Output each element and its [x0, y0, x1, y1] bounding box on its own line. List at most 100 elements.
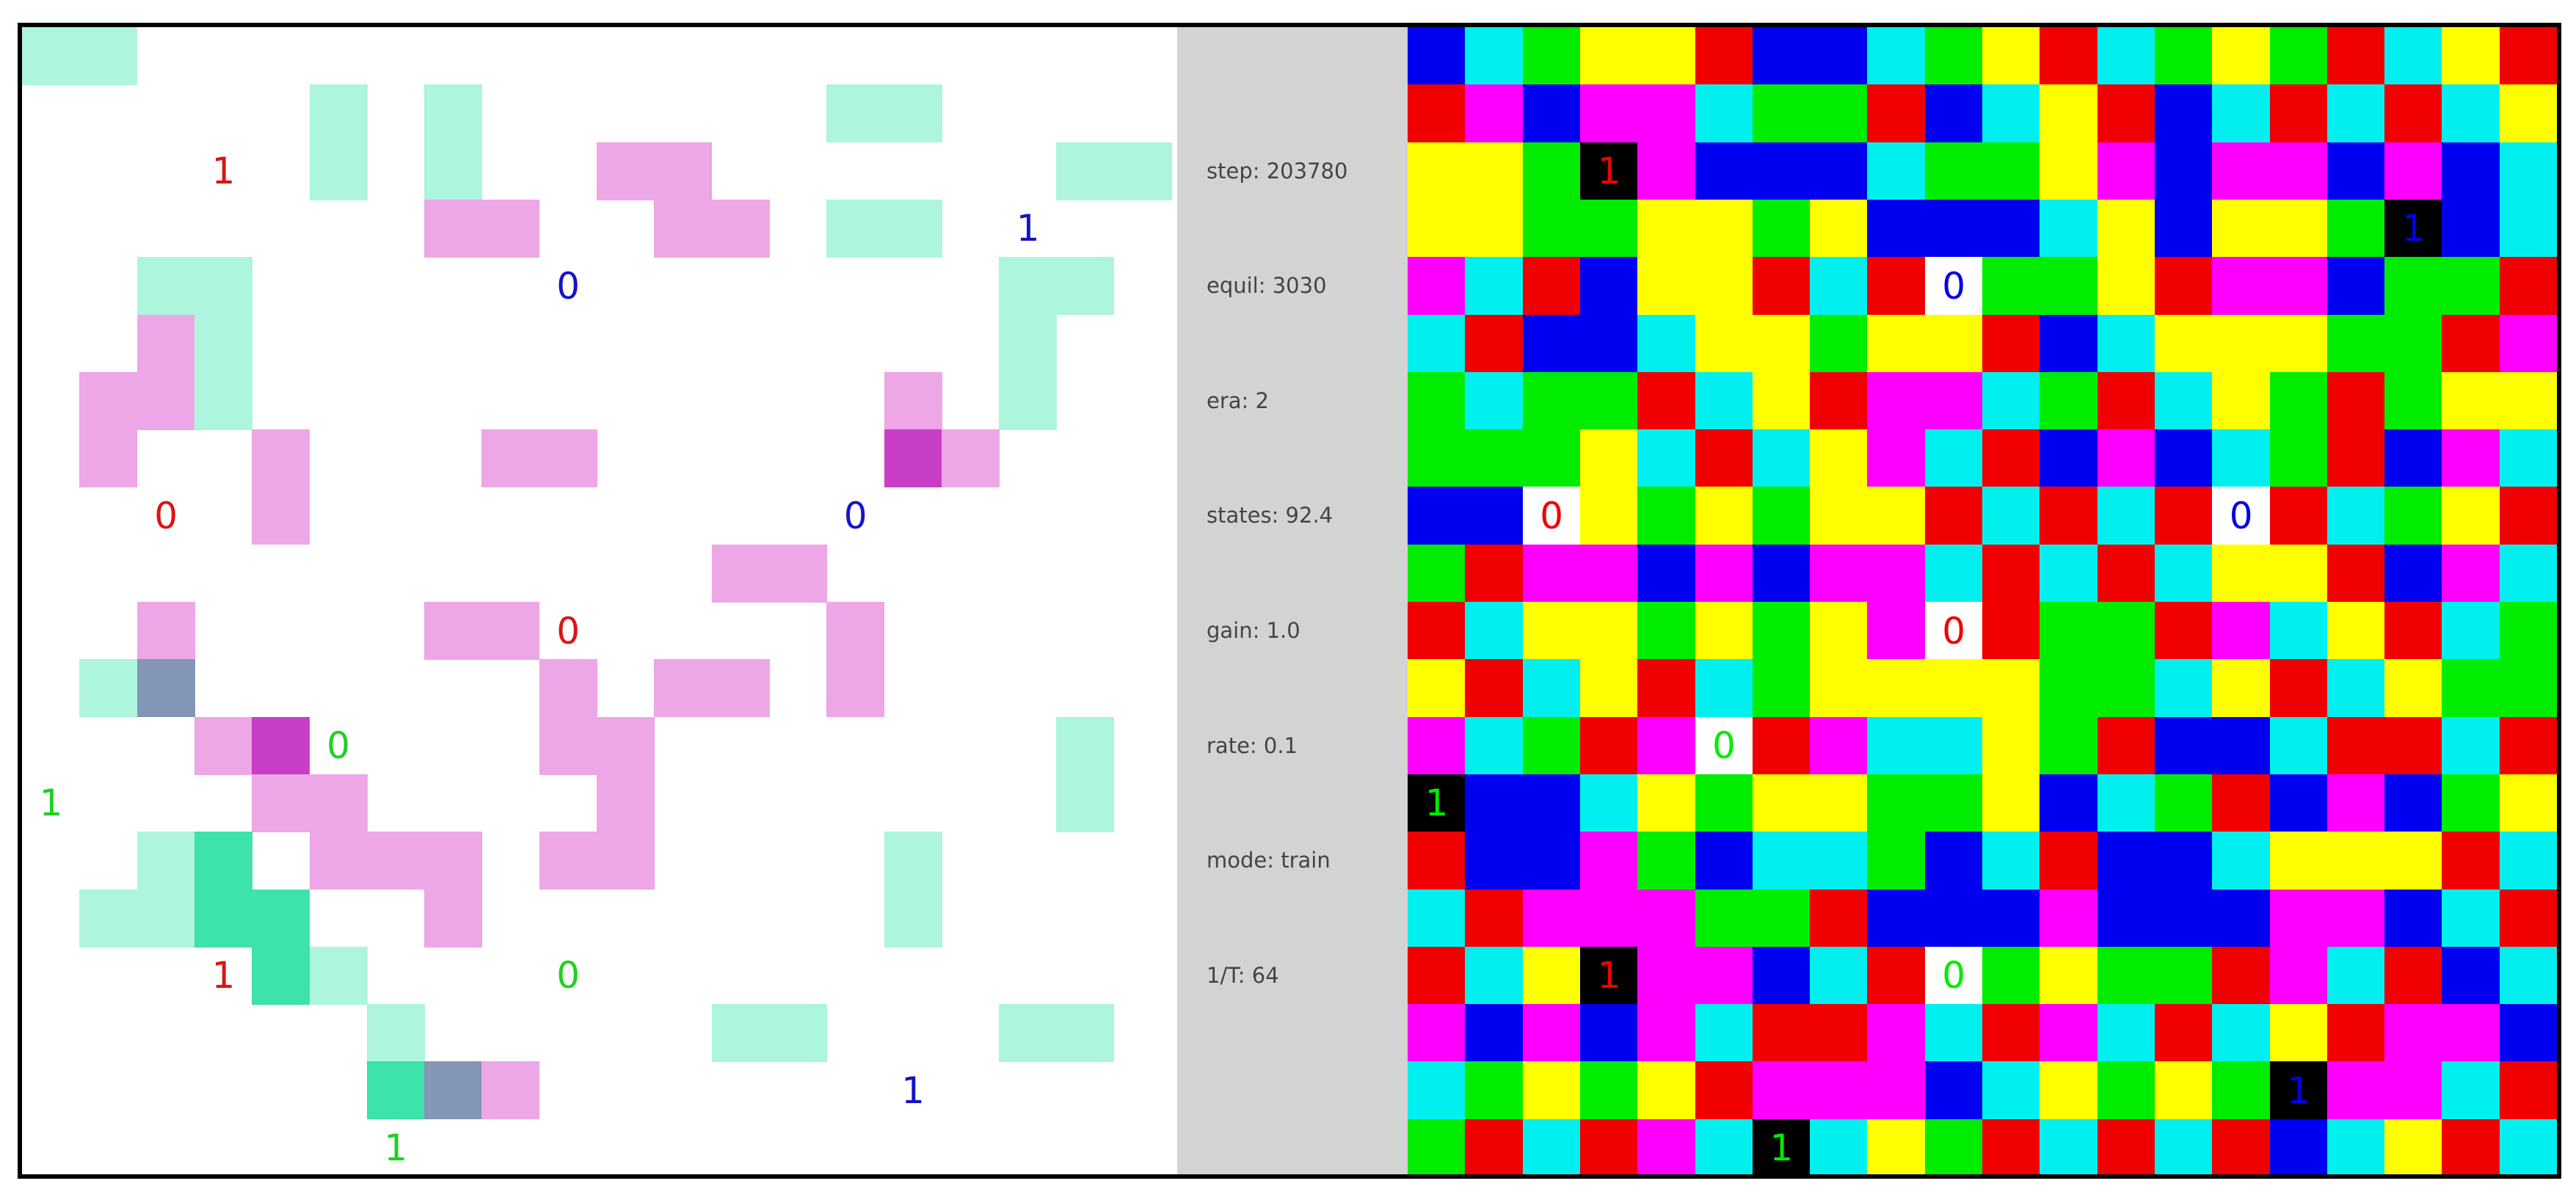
- state-cell: [1924, 487, 1983, 545]
- activity-cell: [424, 199, 483, 258]
- activity-cell: [999, 314, 1058, 373]
- state-cell: [2384, 716, 2443, 775]
- state-cell: [1982, 199, 2040, 258]
- state-cell: [1579, 716, 1638, 775]
- state-cell: [1982, 774, 2040, 832]
- activity-cell: [481, 602, 540, 660]
- state-cell: [1465, 429, 1524, 488]
- state-cell: [1924, 659, 1983, 718]
- state-cell: [2326, 84, 2385, 143]
- state-cell: [1465, 544, 1524, 603]
- state-cell: [2154, 84, 2213, 143]
- state-cell: [1637, 1119, 1696, 1174]
- state-cell: [1752, 889, 1811, 948]
- state-cell: [1579, 659, 1638, 718]
- state-cell: [2212, 27, 2271, 85]
- state-cell: [1810, 1119, 1869, 1174]
- state-cell: [2442, 832, 2500, 890]
- state-cell: [1408, 946, 1466, 1005]
- state-cell: [2040, 1119, 2098, 1174]
- state-cell: [2097, 832, 2155, 890]
- state-cell: [2154, 487, 2213, 545]
- state-cell: [2384, 544, 2443, 603]
- state-cell: [1867, 314, 1926, 373]
- state-cell: [2499, 27, 2557, 85]
- activity-marker-label: 1: [384, 1127, 408, 1170]
- state-cell: [2097, 889, 2155, 948]
- state-cell: [1522, 314, 1581, 373]
- state-cell: [1752, 199, 1811, 258]
- activity-cell: [1056, 1004, 1115, 1063]
- activity-cell: [424, 1061, 483, 1120]
- state-cell: [1579, 142, 1638, 200]
- state-cell: [1695, 84, 1753, 143]
- stat-label: era: 2: [1207, 388, 1269, 413]
- state-cell: [1924, 1119, 1983, 1174]
- state-cell: [2384, 832, 2443, 890]
- state-cell: [2212, 774, 2271, 832]
- state-grid-panel: 1 1 0 0 0 0 0 1 1 0 1 1: [1408, 27, 2557, 1174]
- state-cell: [1579, 544, 1638, 603]
- state-cell: [2384, 1061, 2443, 1120]
- state-cell: [1982, 487, 2040, 545]
- state-cell: [1465, 27, 1524, 85]
- state-cell: [1924, 602, 1983, 660]
- state-cell: [2384, 27, 2443, 85]
- state-cell: [2326, 1119, 2385, 1174]
- state-cell: [2097, 1119, 2155, 1174]
- state-cell: [1752, 774, 1811, 832]
- state-cell: [2326, 1061, 2385, 1120]
- state-cell: [2154, 544, 2213, 603]
- state-cell: [1408, 199, 1466, 258]
- activity-cell: [194, 257, 252, 316]
- state-cell: [2326, 27, 2385, 85]
- state-cell: [2097, 716, 2155, 775]
- state-cell: [1637, 889, 1696, 948]
- state-cell: [2384, 84, 2443, 143]
- state-cell: [1695, 659, 1753, 718]
- state-cell: [1637, 832, 1696, 890]
- state-cell: [2499, 659, 2557, 718]
- state-cell: [1408, 659, 1466, 718]
- state-cell: [1637, 1061, 1696, 1120]
- state-cell: [2040, 371, 2098, 430]
- state-cell: [1982, 371, 2040, 430]
- state-cell: [1867, 257, 1926, 316]
- state-cell: [1695, 487, 1753, 545]
- state-cell: [1579, 774, 1638, 832]
- activity-cell: [309, 832, 368, 890]
- state-cell: [2326, 946, 2385, 1005]
- state-cell: [2212, 487, 2271, 545]
- activity-cell: [366, 1004, 425, 1063]
- state-cell: [1924, 142, 1983, 200]
- state-cell: [2326, 544, 2385, 603]
- activity-cell: [1056, 142, 1115, 200]
- state-cell: [1465, 142, 1524, 200]
- activity-cell: [252, 946, 310, 1005]
- state-cell: [2269, 1004, 2328, 1063]
- activity-cell: [941, 429, 1000, 488]
- state-cell: [2212, 1004, 2271, 1063]
- state-cell: [1408, 774, 1466, 832]
- state-cell: [2326, 142, 2385, 200]
- state-cell: [1408, 84, 1466, 143]
- state-cell: [1465, 774, 1524, 832]
- state-cell: [2212, 832, 2271, 890]
- state-cell: [2499, 199, 2557, 258]
- state-cell: [1810, 429, 1869, 488]
- activity-cell: [79, 371, 138, 430]
- state-marker-label: 0: [1540, 494, 1563, 537]
- state-cell: [2442, 889, 2500, 948]
- state-cell: [1408, 371, 1466, 430]
- state-cell: [1522, 429, 1581, 488]
- state-cell: [2499, 1061, 2557, 1120]
- state-cell: [2269, 199, 2328, 258]
- state-cell: [1752, 1119, 1811, 1174]
- state-cell: [1752, 544, 1811, 603]
- state-cell: [1924, 84, 1983, 143]
- state-cell: [2384, 487, 2443, 545]
- state-cell: [1579, 429, 1638, 488]
- state-cell: [2040, 257, 2098, 316]
- state-cell: [2097, 1004, 2155, 1063]
- state-cell: [2212, 257, 2271, 316]
